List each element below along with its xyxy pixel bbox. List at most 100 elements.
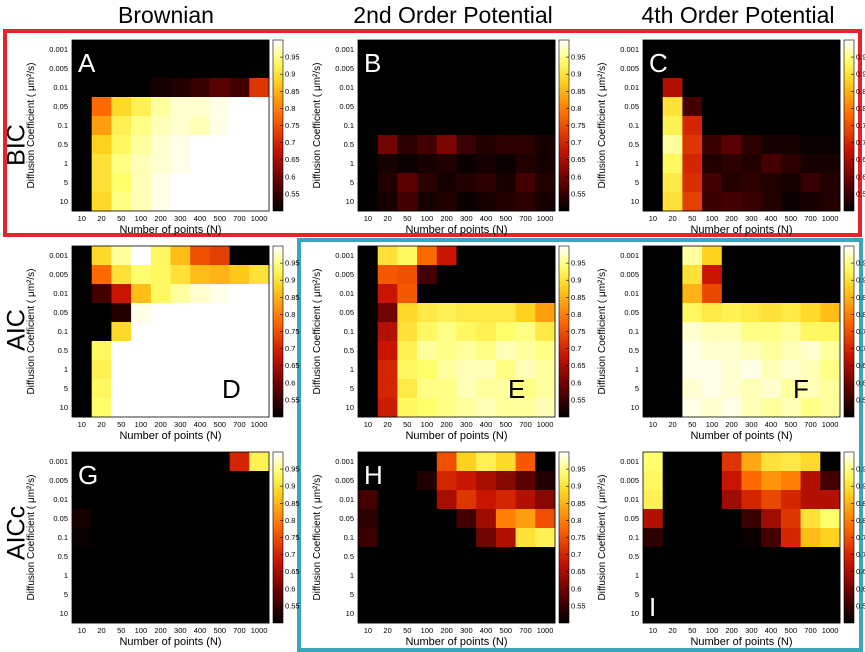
colorbar-tick-label: 0.75 xyxy=(856,533,865,542)
heatmap-cell xyxy=(150,322,171,342)
heatmap-cell xyxy=(190,509,211,529)
y-axis-label: Diffusion Coefficient ( μm²/s) xyxy=(597,475,608,601)
heatmap-cell xyxy=(377,509,398,529)
x-tick-label: 50 xyxy=(403,214,411,223)
heatmap-cell xyxy=(800,604,821,624)
heatmap-cell xyxy=(800,509,821,529)
heatmap-cell xyxy=(702,585,723,605)
x-tick-label: 10 xyxy=(78,214,86,223)
plot-border xyxy=(357,245,556,418)
heatmap-cell xyxy=(761,379,782,399)
y-tick-label: 0.01 xyxy=(624,289,639,298)
heatmap-cell xyxy=(643,303,664,323)
heatmap-cell xyxy=(702,490,723,510)
heatmap-cell xyxy=(643,265,664,285)
x-tick-label: 500 xyxy=(785,420,798,429)
heatmap-cell xyxy=(515,509,536,529)
heatmap-cell xyxy=(72,509,93,529)
heatmap-cell xyxy=(131,566,152,586)
heatmap-cell xyxy=(190,490,211,510)
heatmap-cell xyxy=(761,360,782,380)
heatmap-cell xyxy=(358,585,379,605)
heatmap-cell xyxy=(150,341,171,361)
colorbar-tick-label: 0.9 xyxy=(856,482,865,491)
heatmap-cell xyxy=(170,360,191,380)
heatmap-cell xyxy=(721,528,742,548)
colorbar-tick-label: 0.7 xyxy=(856,550,865,559)
heatmap-cell xyxy=(820,379,841,399)
y-tick-label: 0.05 xyxy=(624,102,639,111)
heatmap-cell xyxy=(780,97,801,117)
heatmap-cell xyxy=(111,116,132,136)
panel-letter-h: H xyxy=(364,460,383,490)
heatmap-cell xyxy=(91,471,112,491)
heatmap-cell xyxy=(150,284,171,304)
colorbar-tick-label: 0.7 xyxy=(571,550,581,559)
heatmap-cell xyxy=(72,452,93,472)
panel-letter-b: B xyxy=(364,48,381,78)
heatmap-cell xyxy=(436,265,457,285)
heatmap-cell xyxy=(476,173,497,193)
y-tick-label: 0.001 xyxy=(335,457,354,466)
heatmap-cell xyxy=(72,471,93,491)
heatmap-cell xyxy=(150,303,171,323)
heatmap-cell xyxy=(535,509,556,529)
heatmap-cell xyxy=(229,604,250,624)
heatmap-cell xyxy=(131,135,152,155)
heatmap-cell xyxy=(780,192,801,212)
heatmap-cell xyxy=(397,379,418,399)
heatmap-cell xyxy=(170,585,191,605)
heatmap-cell xyxy=(820,40,841,60)
heatmap-cell xyxy=(249,471,270,491)
heatmap-cell xyxy=(72,59,93,79)
heatmap-cell xyxy=(515,490,536,510)
heatmap-cell xyxy=(358,398,379,418)
heatmap-cell xyxy=(397,604,418,624)
heatmap-cell xyxy=(111,59,132,79)
heatmap-cell xyxy=(456,585,477,605)
heatmap-cell xyxy=(780,471,801,491)
heatmap-cell xyxy=(170,40,191,60)
colorbar-tick-label: 0.8 xyxy=(856,310,865,319)
heatmap-cell xyxy=(741,322,762,342)
y-tick-label: 0.001 xyxy=(335,45,354,54)
heatmap-cell xyxy=(780,509,801,529)
heatmap-cell xyxy=(643,585,664,605)
heatmap-cell xyxy=(397,528,418,548)
heatmap-cell xyxy=(682,490,703,510)
y-tick-label: 0.1 xyxy=(58,533,68,542)
y-tick-label: 10 xyxy=(346,609,354,618)
heatmap-cell xyxy=(436,566,457,586)
heatmap-cell xyxy=(91,490,112,510)
colorbar-tick-label: 0.9 xyxy=(571,70,581,79)
heatmap-cell xyxy=(800,135,821,155)
heatmap-cell xyxy=(535,265,556,285)
heatmap-cell xyxy=(397,265,418,285)
heatmap-cell xyxy=(741,528,762,548)
heatmap-cell xyxy=(170,398,191,418)
heatmap-cell xyxy=(377,59,398,79)
colorbar-tick-label: 0.85 xyxy=(856,499,865,508)
heatmap-cell xyxy=(91,135,112,155)
heatmap-cell xyxy=(476,303,497,323)
heatmap-cell xyxy=(515,192,536,212)
heatmap-cell xyxy=(476,246,497,266)
heatmap-cell xyxy=(515,452,536,472)
heatmap-cell xyxy=(170,284,191,304)
heatmap-cell xyxy=(721,192,742,212)
heatmap-cell xyxy=(249,566,270,586)
heatmap-cell xyxy=(456,265,477,285)
heatmap-cell xyxy=(780,135,801,155)
heatmap-cell xyxy=(535,547,556,567)
heatmap-cell xyxy=(476,490,497,510)
x-tick-label: 400 xyxy=(194,626,207,635)
heatmap-cell xyxy=(229,566,250,586)
heatmap-cell xyxy=(417,528,438,548)
heatmap-cell xyxy=(209,585,230,605)
colorbar-tick-label: 0.95 xyxy=(571,53,586,62)
heatmap-cell xyxy=(702,341,723,361)
heatmap-cell xyxy=(476,566,497,586)
colorbar-tick-label: 0.55 xyxy=(285,601,300,610)
heatmap-cell xyxy=(780,379,801,399)
